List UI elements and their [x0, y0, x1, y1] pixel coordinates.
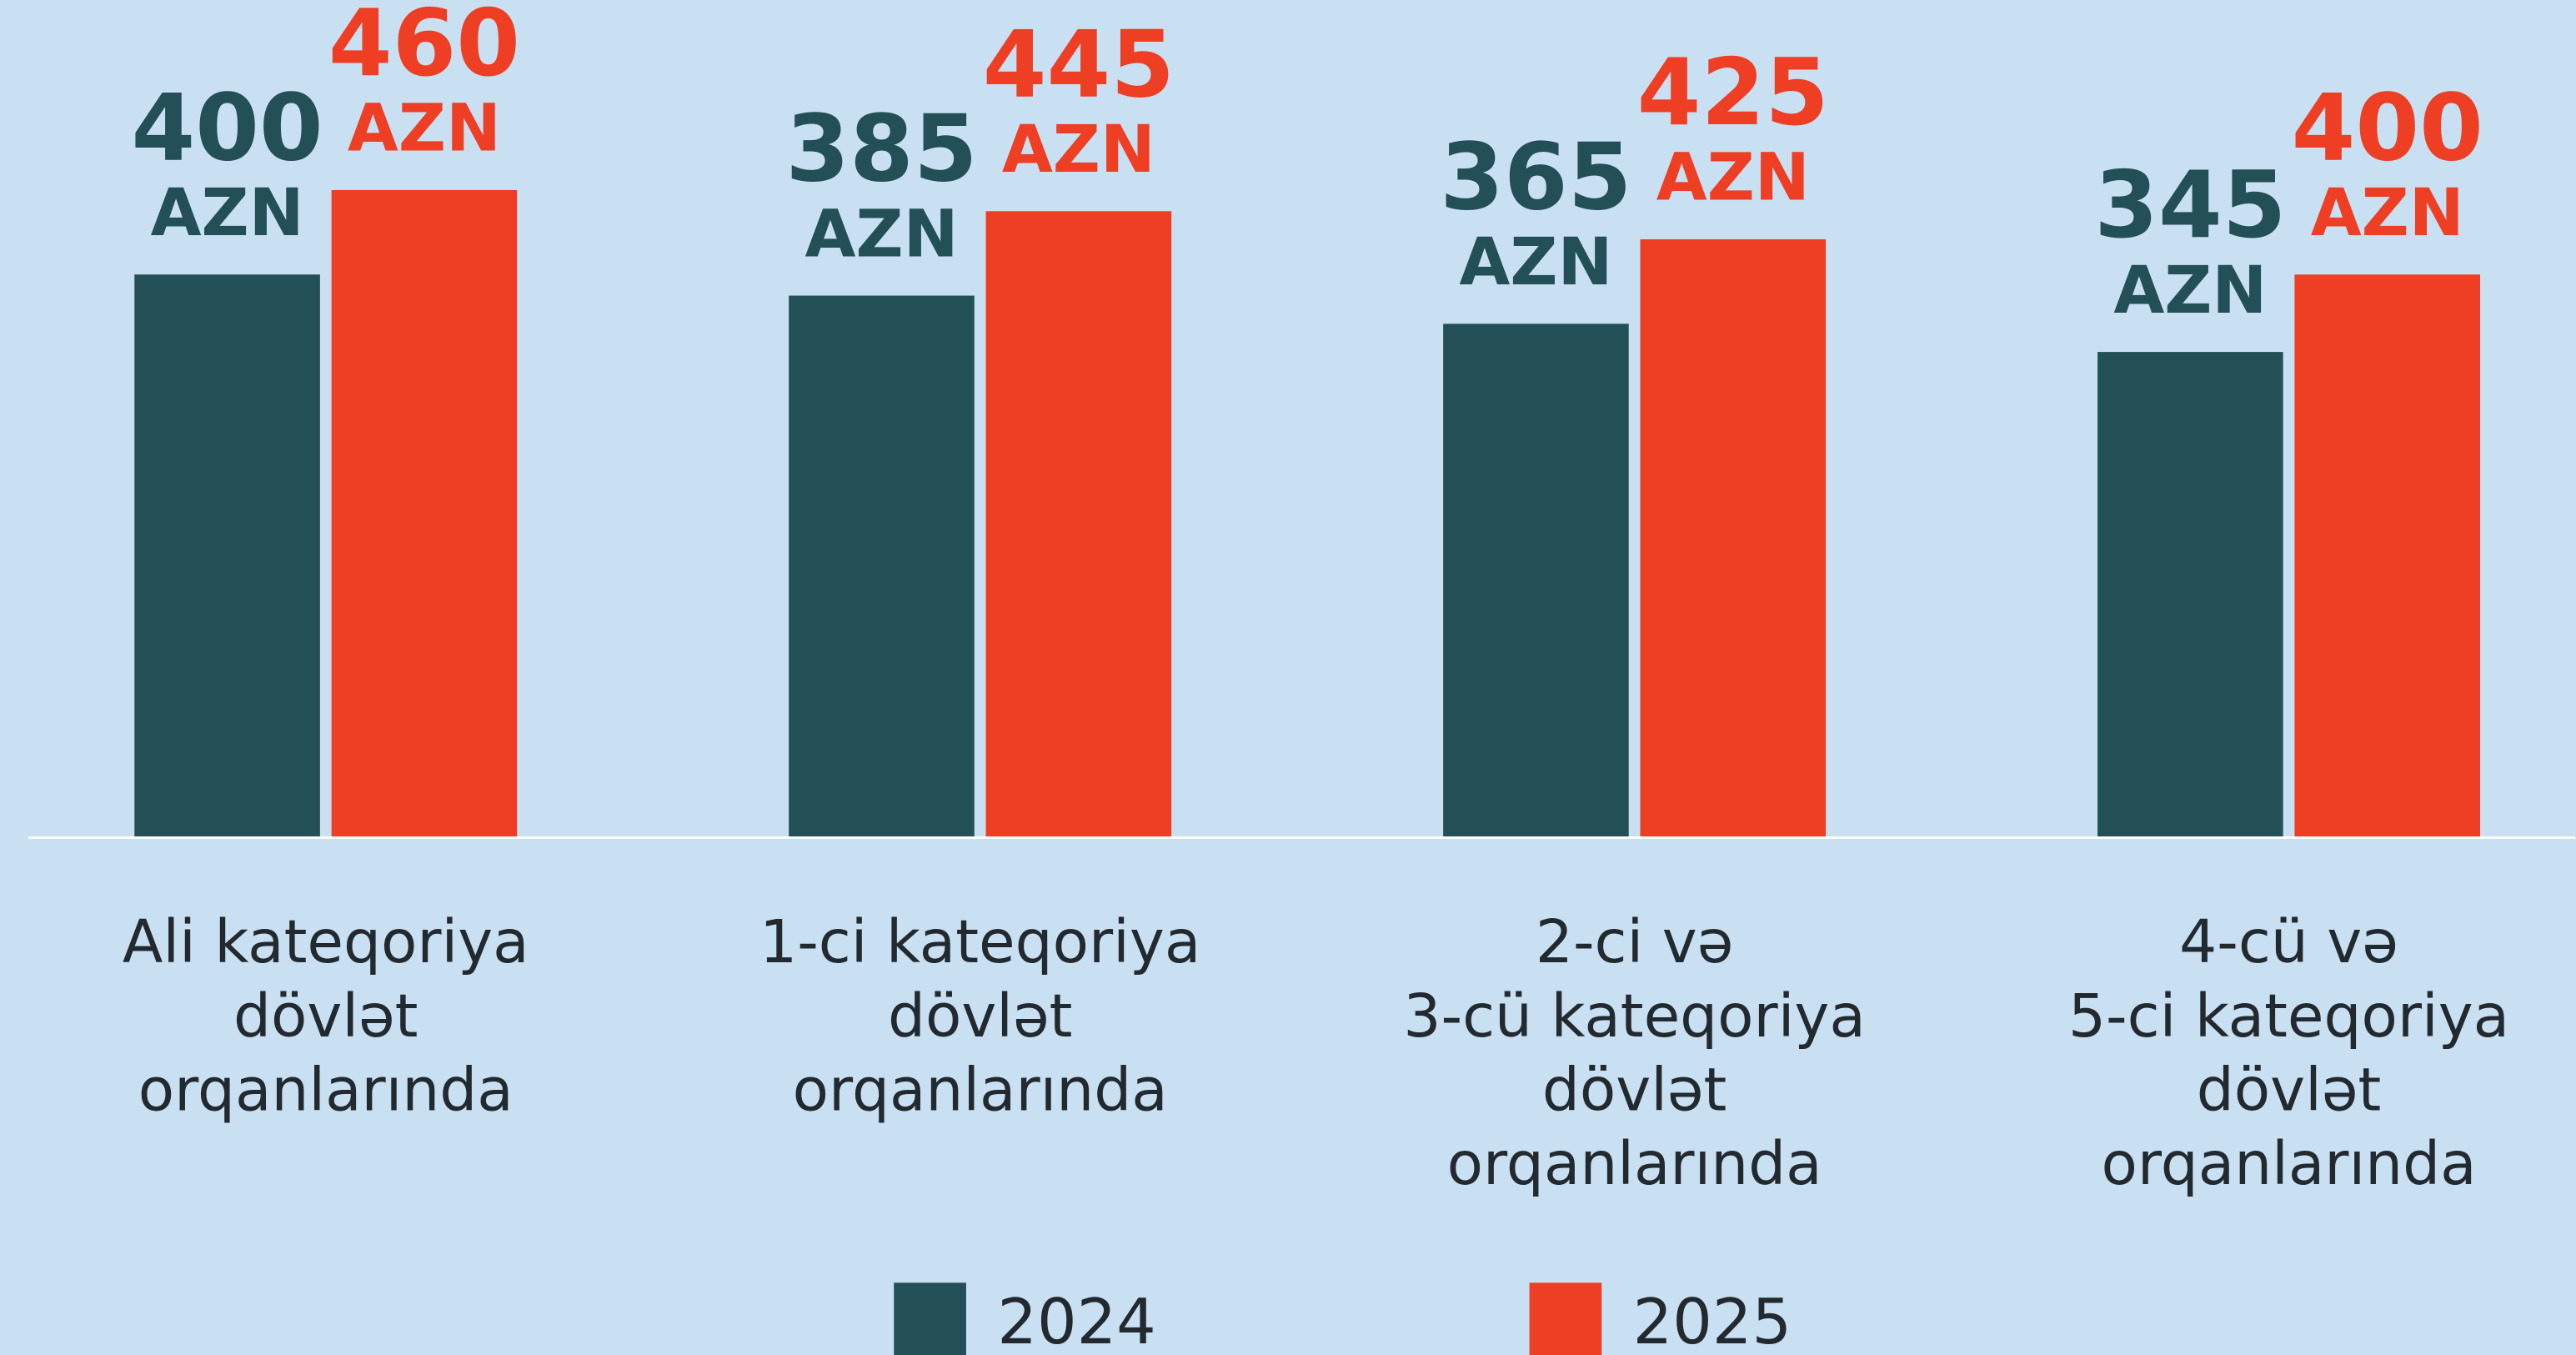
value-label-line: AZN — [151, 174, 304, 251]
value-label-line: 345 — [2094, 153, 2286, 259]
value-label: 425 AZN — [1637, 40, 1829, 216]
value-label: 345 AZN — [2094, 153, 2286, 329]
x-tick-label-line: orqanlarında — [1447, 1129, 1822, 1198]
x-tick-label-line: dövlət — [233, 981, 418, 1051]
value-label-line: AZN — [348, 90, 501, 167]
value-label-line: 385 — [785, 97, 977, 203]
bar — [1443, 324, 1629, 838]
value-label: 445 AZN — [983, 12, 1175, 188]
bar — [331, 189, 518, 838]
x-tick-label-line: dövlət — [1542, 1056, 1727, 1125]
x-tick-label-line: 1-ci kateqoriya — [759, 907, 1200, 976]
value-label-line: AZN — [2113, 252, 2267, 329]
legend-swatch — [894, 1282, 966, 1355]
x-tick-label-line: 3-cü kateqoriya — [1403, 981, 1865, 1051]
x-tick-label-line: orqanlarında — [138, 1056, 514, 1125]
bar — [2294, 274, 2480, 838]
value-label: 400 AZN — [2292, 75, 2483, 251]
bar — [134, 274, 320, 838]
value-label-line: AZN — [1656, 139, 1810, 216]
x-tick-label: Ali kateqoriya dövlət orqanlarında — [123, 907, 529, 1124]
value-label-line: AZN — [1002, 111, 1155, 188]
x-tick-label-line: orqanlarında — [793, 1056, 1168, 1125]
x-tick-label-line: orqanlarında — [2102, 1129, 2477, 1198]
x-tick-label-line: dövlət — [2197, 1056, 2381, 1125]
bar — [1640, 239, 1827, 838]
x-tick-label: 1-ci kateqoriya dövlət orqanlarında — [759, 907, 1200, 1124]
value-label-line: AZN — [805, 195, 959, 272]
x-tick-label-line: dövlət — [888, 981, 1072, 1051]
value-label-line: 365 — [1440, 124, 1631, 231]
bar — [789, 295, 975, 838]
x-tick-label-line: 2-ci və — [1536, 907, 1733, 976]
value-label-line: 425 — [1637, 40, 1829, 147]
value-label-line: 445 — [983, 12, 1175, 118]
bar — [2097, 352, 2283, 838]
x-tick-label-line: Ali kateqoriya — [123, 907, 529, 976]
value-label: 365 AZN — [1440, 124, 1631, 300]
legend-swatch — [1529, 1282, 1602, 1355]
value-label-line: AZN — [1459, 223, 1612, 300]
value-label: 460 AZN — [328, 0, 520, 167]
value-label: 385 AZN — [785, 97, 977, 273]
value-label-line: 460 — [328, 0, 520, 98]
bar — [985, 211, 1172, 838]
value-label-line: 400 — [2292, 75, 2483, 182]
legend-label: 2024 — [997, 1286, 1155, 1355]
value-label-line: AZN — [2311, 174, 2464, 251]
x-tick-label: 2-ci və 3-cü kateqoriya dövlət orqanlarında — [1403, 907, 1865, 1198]
x-tick-label-line: 5-ci kateqoriya — [2068, 981, 2509, 1051]
value-label-line: 400 — [131, 75, 323, 182]
legend-label: 2025 — [1633, 1286, 1792, 1355]
x-tick-label: 4-cü və 5-ci kateqoriya dövlət orqanlarında — [2068, 907, 2509, 1198]
x-tick-label-line: 4-cü və — [2179, 907, 2398, 976]
value-label: 400 AZN — [131, 75, 323, 251]
